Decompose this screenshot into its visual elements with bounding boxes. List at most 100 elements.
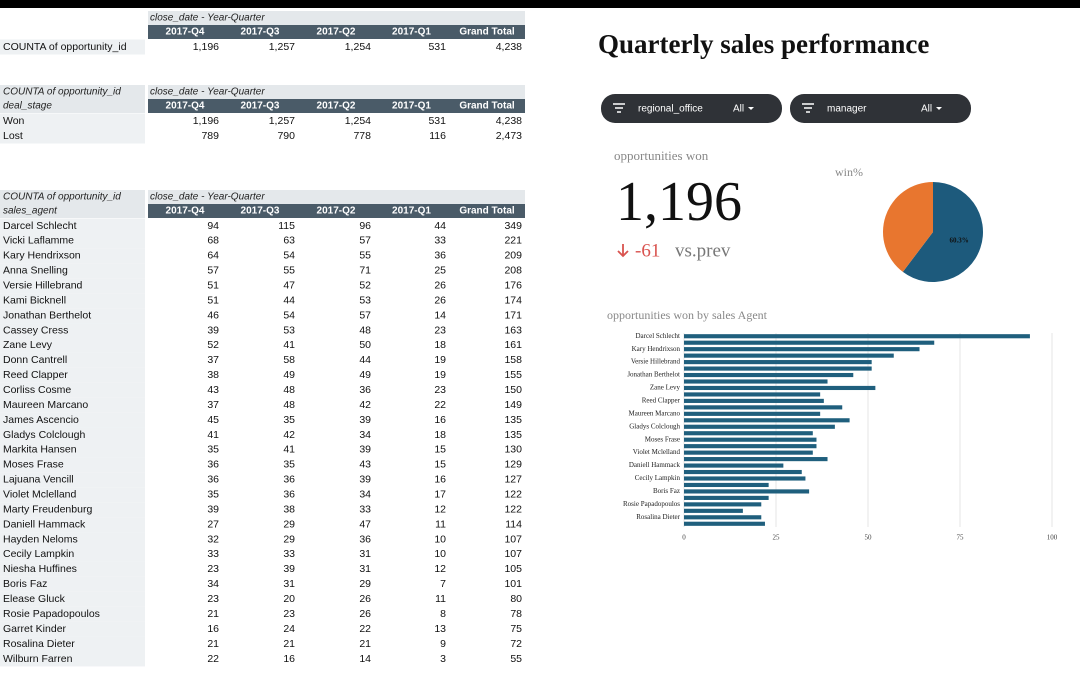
- cell: 33: [207, 548, 219, 560]
- cell: 51: [207, 294, 219, 306]
- cell: 18: [434, 339, 446, 351]
- cell: 1,257: [269, 41, 295, 53]
- top-bar: [0, 0, 1080, 8]
- cell: 8: [440, 608, 446, 620]
- row-label-bg: [0, 39, 145, 55]
- cell: 31: [359, 563, 371, 575]
- filter-icon: [613, 103, 625, 113]
- row-label-bg: [0, 293, 145, 309]
- filter-name: manager: [827, 104, 867, 115]
- bar: [684, 521, 765, 526]
- y-tick-label: Daniell Hammack: [629, 461, 681, 469]
- cell: 12: [434, 563, 446, 575]
- cell: 790: [277, 130, 295, 142]
- cell: 122: [504, 503, 522, 515]
- bar: [684, 379, 828, 384]
- cell: 47: [283, 280, 295, 292]
- cell: 1,196: [193, 115, 219, 127]
- bar: [684, 450, 813, 455]
- cell: 35: [283, 414, 295, 426]
- cell: 16: [434, 474, 446, 486]
- caret: [748, 107, 754, 110]
- row-label: Kary Hendrixson: [3, 250, 81, 262]
- column-header: 2017-Q1: [392, 101, 431, 112]
- cell: 116: [429, 130, 446, 142]
- cell: 12: [434, 503, 446, 515]
- cell: 19: [434, 354, 446, 366]
- cell: 41: [283, 339, 295, 351]
- cell: 22: [207, 653, 219, 665]
- cell: 50: [359, 339, 371, 351]
- cell: 36: [359, 533, 371, 545]
- cell: 42: [359, 399, 371, 411]
- row-label: Boris Faz: [3, 578, 47, 590]
- cell: 48: [283, 399, 295, 411]
- bar: [684, 340, 935, 345]
- cell: 115: [278, 220, 295, 232]
- row-label: Kami Bicknell: [3, 294, 66, 306]
- filter-chip[interactable]: regional_office All: [601, 94, 782, 123]
- row-label: Niesha Huffines: [3, 563, 77, 575]
- row-label-bg: [0, 397, 145, 413]
- y-tick-label: Darcel Schlecht: [635, 332, 680, 340]
- y-tick-label: Boris Faz: [653, 487, 680, 495]
- cell: 36: [283, 489, 295, 501]
- row-label-bg: [0, 561, 145, 577]
- bar: [684, 424, 835, 429]
- filter-chip[interactable]: manager All: [790, 94, 971, 123]
- y-tick-label: Jonathan Berthelot: [627, 371, 680, 379]
- cell: 1,196: [193, 41, 219, 53]
- row-label: Elease Gluck: [3, 593, 66, 605]
- y-tick-label: Zane Levy: [650, 384, 681, 392]
- row-label-bg: [0, 337, 145, 353]
- cell: 26: [434, 280, 446, 292]
- cell: 11: [435, 593, 446, 605]
- scorecard-note: vs.prev: [675, 240, 731, 261]
- row-label: Darcel Schlecht: [3, 220, 77, 232]
- cell: 2,473: [496, 130, 522, 142]
- bar: [684, 385, 876, 391]
- row-label: Daniell Hammack: [3, 518, 86, 530]
- row-label: Versie Hillebrand: [3, 280, 83, 292]
- cell: 107: [504, 548, 522, 560]
- row-label-bg: [0, 367, 145, 383]
- cell: 135: [504, 429, 522, 441]
- cell: 14: [359, 653, 371, 665]
- cell: 38: [207, 369, 219, 381]
- cell: 22: [434, 399, 446, 411]
- column-header: Grand Total: [459, 27, 515, 38]
- row-label: Hayden Neloms: [3, 533, 78, 545]
- cell: 63: [283, 235, 295, 247]
- cell: 53: [359, 294, 371, 306]
- row-label: Violet Mclelland: [3, 489, 77, 501]
- bar: [684, 515, 762, 520]
- row-label: Corliss Cosme: [3, 384, 71, 396]
- filter-value: All: [921, 104, 932, 115]
- row-label-bg: [0, 606, 145, 622]
- cell: 7: [440, 578, 446, 590]
- cell: 13: [434, 623, 446, 635]
- chip-bg: [601, 94, 782, 123]
- cell: 55: [283, 265, 295, 277]
- row-label-bg: [0, 442, 145, 458]
- y-tick-label: Moses Frase: [645, 435, 680, 443]
- cell: 44: [434, 220, 446, 232]
- cell: 39: [359, 474, 371, 486]
- row-label: COUNTA of opportunity_id: [3, 41, 127, 53]
- cell: 34: [359, 429, 371, 441]
- bar: [684, 495, 769, 500]
- cell: 21: [207, 608, 219, 620]
- corner-label: COUNTA of opportunity_id: [3, 87, 121, 98]
- column-header: 2017-Q2: [317, 101, 356, 112]
- cell: 46: [207, 309, 219, 321]
- row-label-bg: [0, 636, 145, 652]
- cell: 36: [359, 384, 371, 396]
- cell: 10: [434, 548, 446, 560]
- row-label: James Ascencio: [3, 414, 79, 426]
- row-label-bg: [0, 487, 145, 503]
- header-bg: [148, 85, 525, 99]
- y-tick-label: Rosie Papadopoulos: [623, 500, 680, 508]
- cell: 208: [504, 265, 522, 277]
